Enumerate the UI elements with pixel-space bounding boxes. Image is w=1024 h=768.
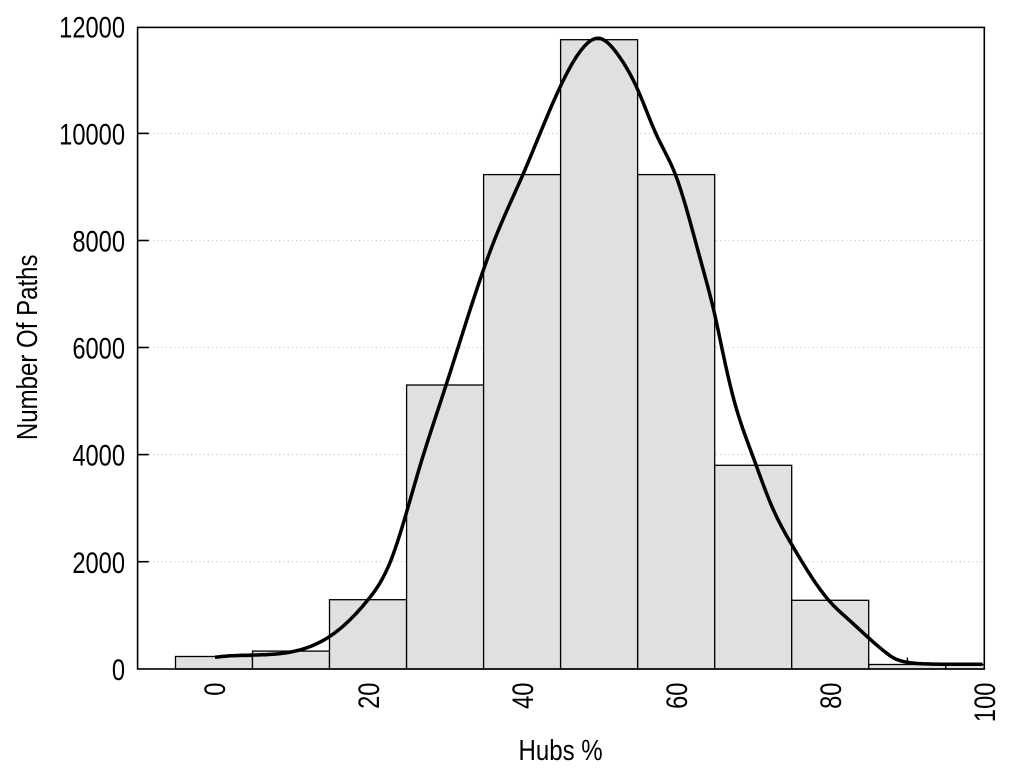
svg-text:0: 0	[198, 683, 231, 696]
svg-text:0: 0	[112, 653, 125, 686]
svg-text:8000: 8000	[72, 225, 125, 258]
svg-text:4000: 4000	[72, 439, 125, 472]
svg-text:80: 80	[815, 683, 848, 709]
svg-text:100: 100	[969, 683, 1002, 722]
svg-text:40: 40	[506, 683, 539, 709]
svg-text:20: 20	[352, 683, 385, 709]
svg-text:60: 60	[661, 683, 694, 709]
svg-text:2000: 2000	[72, 546, 125, 579]
svg-text:10000: 10000	[59, 118, 125, 151]
svg-text:6000: 6000	[72, 332, 125, 365]
svg-text:Number Of Paths: Number Of Paths	[11, 255, 44, 441]
svg-text:Hubs %: Hubs %	[519, 734, 603, 767]
svg-text:12000: 12000	[59, 11, 125, 44]
